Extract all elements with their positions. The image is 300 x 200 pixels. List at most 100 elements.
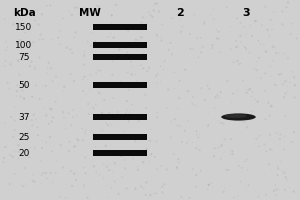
Point xyxy=(219,121,224,124)
Point xyxy=(245,168,250,172)
Point xyxy=(242,25,247,28)
Point xyxy=(152,155,157,159)
Point xyxy=(34,118,38,121)
Point xyxy=(94,103,98,106)
Point xyxy=(8,63,13,66)
Point xyxy=(82,184,86,187)
Point xyxy=(134,38,138,41)
Text: MW: MW xyxy=(79,8,101,18)
Point xyxy=(81,63,86,66)
Point xyxy=(37,97,42,101)
Point xyxy=(11,23,16,26)
Point xyxy=(97,173,102,177)
Point xyxy=(210,186,215,189)
Point xyxy=(232,196,236,199)
Point xyxy=(88,74,93,77)
Point xyxy=(227,25,232,28)
Point xyxy=(11,155,15,158)
Point xyxy=(250,110,255,113)
Point xyxy=(222,138,227,141)
Point xyxy=(292,83,297,87)
Point xyxy=(12,149,17,153)
Point xyxy=(114,4,119,7)
Point xyxy=(283,80,288,83)
Point xyxy=(234,46,239,49)
Point xyxy=(49,108,54,111)
Point xyxy=(122,159,127,162)
Point xyxy=(72,36,76,39)
Point xyxy=(30,179,35,182)
Point xyxy=(68,48,73,51)
Point xyxy=(98,69,103,72)
Point xyxy=(249,95,254,98)
Point xyxy=(200,45,205,48)
Point xyxy=(263,72,268,75)
Point xyxy=(194,133,199,136)
Point xyxy=(194,36,199,40)
Point xyxy=(258,42,263,46)
Point xyxy=(154,140,159,143)
Bar xyxy=(93,134,147,140)
Point xyxy=(274,131,279,135)
Point xyxy=(3,146,8,149)
Point xyxy=(168,135,173,139)
Point xyxy=(240,166,244,169)
Point xyxy=(12,172,17,175)
Text: kDa: kDa xyxy=(13,8,35,18)
Point xyxy=(109,14,114,17)
Point xyxy=(192,13,197,16)
Point xyxy=(150,15,155,19)
Point xyxy=(90,31,95,35)
Point xyxy=(214,29,219,32)
Point xyxy=(169,17,174,20)
Point xyxy=(235,17,239,20)
Point xyxy=(21,185,26,188)
Point xyxy=(218,157,223,160)
Point xyxy=(281,135,286,138)
Point xyxy=(44,177,49,180)
Point xyxy=(66,112,71,115)
Point xyxy=(190,168,195,171)
Point xyxy=(221,122,226,125)
Point xyxy=(107,169,112,172)
Point xyxy=(263,50,268,53)
Point xyxy=(63,196,68,200)
Point xyxy=(18,95,23,98)
Point xyxy=(160,23,165,26)
Point xyxy=(130,103,134,106)
Point xyxy=(89,129,94,132)
Point xyxy=(292,131,296,134)
Point xyxy=(110,85,114,88)
Point xyxy=(27,45,32,48)
Point xyxy=(22,97,27,100)
Point xyxy=(22,31,27,34)
Point xyxy=(8,153,12,157)
Point xyxy=(81,55,86,58)
Point xyxy=(133,140,138,143)
Point xyxy=(274,52,278,55)
Point xyxy=(270,28,274,31)
Point xyxy=(268,104,273,107)
Point xyxy=(148,128,153,131)
Point xyxy=(111,36,116,39)
Point xyxy=(178,125,183,128)
Point xyxy=(82,186,87,189)
Point xyxy=(69,124,74,127)
Point xyxy=(141,53,146,56)
Point xyxy=(235,59,240,63)
Point xyxy=(48,108,53,111)
Point xyxy=(159,39,164,42)
Point xyxy=(199,87,204,90)
Point xyxy=(148,139,152,142)
Point xyxy=(32,180,37,183)
Point xyxy=(244,158,249,161)
Point xyxy=(80,127,84,130)
Point xyxy=(231,92,236,95)
Point xyxy=(108,25,113,28)
Point xyxy=(162,59,167,62)
Point xyxy=(206,188,210,191)
Point xyxy=(34,8,39,11)
Point xyxy=(101,176,106,180)
Text: 100: 100 xyxy=(15,40,33,49)
Point xyxy=(292,76,296,79)
